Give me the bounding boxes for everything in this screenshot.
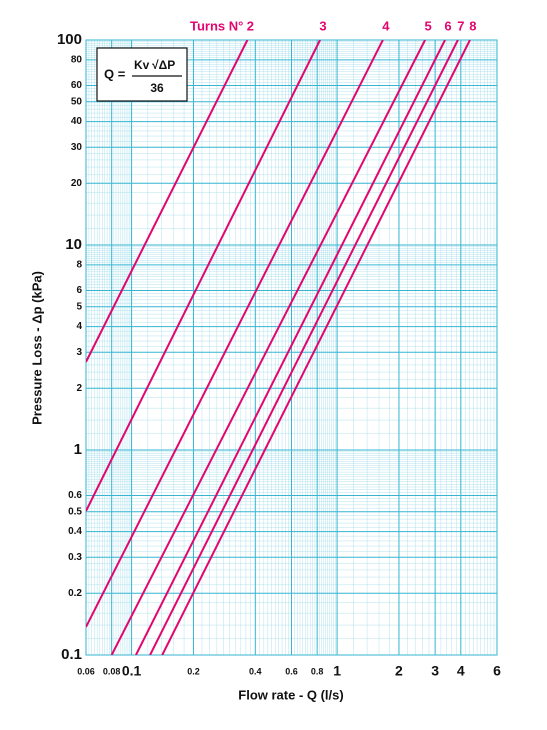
y-tick-label: 6	[76, 285, 82, 296]
formula-lhs: Q =	[104, 66, 126, 81]
y-tick-label: 0.1	[61, 646, 82, 663]
formula-kv: Kv	[134, 58, 150, 72]
series-label: 6	[444, 18, 451, 33]
y-tick-label: 3	[76, 347, 82, 358]
x-tick-label: 1	[333, 663, 341, 679]
series-label: 2	[247, 18, 254, 33]
series-line	[149, 40, 459, 655]
series-label: 3	[319, 18, 326, 33]
y-tick-label: 4	[76, 321, 82, 332]
series-label: 4	[382, 18, 390, 33]
x-tick-label: 0.8	[311, 666, 324, 676]
x-tick-label: 3	[431, 663, 439, 679]
x-tick-label: 0.2	[187, 666, 200, 676]
x-tick-label: 0.4	[249, 666, 262, 676]
y-tick-label: 1	[74, 441, 82, 458]
x-tick-label: 2	[395, 663, 403, 679]
y-tick-label: 40	[71, 116, 83, 127]
x-tick-label: 0.1	[122, 663, 142, 679]
series-line	[161, 40, 471, 655]
y-tick-label: 60	[71, 80, 83, 91]
x-axis-label: Flow rate - Q (l/s)	[238, 687, 343, 702]
formula-root: √ΔP	[152, 58, 175, 72]
series-label: 7	[457, 18, 464, 33]
y-tick-label: 0.4	[68, 526, 82, 537]
series-line	[86, 40, 249, 363]
y-tick-label: 50	[71, 96, 83, 107]
y-tick-label: 0.5	[68, 506, 82, 517]
x-tick-label: 0.6	[285, 666, 298, 676]
series-label: 5	[424, 18, 431, 33]
lines	[86, 40, 471, 655]
formula-denominator: 36	[150, 81, 164, 95]
y-tick-label: 100	[57, 31, 82, 48]
y-tick-label: 0.3	[68, 552, 82, 563]
series-label: 8	[469, 18, 476, 33]
x-tick-label: 4	[457, 663, 465, 679]
series-line	[86, 40, 384, 628]
series-line	[86, 40, 321, 512]
x-tick-label: 0.08	[103, 666, 121, 676]
y-tick-label: 0.2	[68, 588, 82, 599]
plot-frame	[85, 39, 498, 656]
x-tick-label: 6	[493, 663, 501, 679]
turns-label: Turns N°	[190, 18, 243, 33]
formula-frame	[96, 47, 188, 102]
y-tick-label: 0.6	[68, 490, 82, 501]
formula-box: Q = Kv √ΔP 36	[96, 47, 188, 102]
grid	[85, 39, 498, 656]
y-axis-label: Pressure Loss - Δp (kPa)	[29, 271, 44, 425]
x-tick-label: 0.06	[77, 666, 95, 676]
series-line	[135, 40, 446, 655]
y-tick-label: 20	[71, 178, 83, 189]
y-tick-label: 8	[76, 260, 82, 271]
y-tick-label: 5	[76, 301, 82, 312]
y-tick-label: 2	[76, 383, 82, 394]
series-line	[110, 40, 426, 655]
y-tick-label: 30	[71, 142, 83, 153]
y-tick-label: 10	[65, 236, 82, 253]
y-tick-label: 80	[71, 55, 83, 66]
